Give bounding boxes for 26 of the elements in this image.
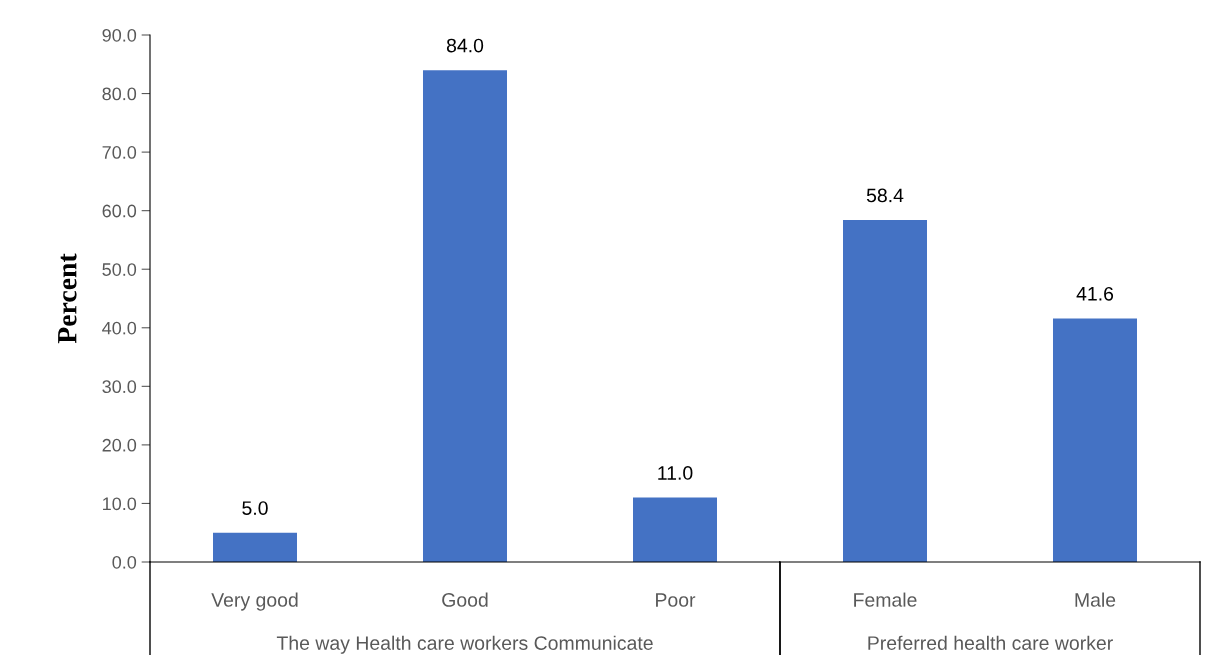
- y-tick-label: 10.0: [103, 497, 137, 511]
- bar: [423, 70, 507, 562]
- y-tick-label: 20.0: [102, 438, 137, 452]
- data-label: 84.0: [446, 38, 484, 53]
- y-tick-label: 90.0: [102, 28, 137, 42]
- y-tick-label: 60.0: [102, 204, 137, 218]
- x-tick-label: Female: [854, 592, 917, 607]
- y-tick-label: 0.0: [112, 555, 137, 569]
- y-axis-title: Percent: [58, 253, 77, 344]
- data-label: 5.0: [242, 501, 268, 515]
- bar: [213, 532, 297, 562]
- data-label: 41.6: [1076, 286, 1114, 301]
- bar: [633, 497, 717, 562]
- y-tick-label: 40.0: [102, 321, 137, 335]
- x-tick-label: Male: [1075, 592, 1116, 607]
- y-tick-label: 70.0: [102, 146, 137, 159]
- y-tick-label: 80.0: [102, 87, 137, 101]
- y-tick-label: 50.0: [102, 263, 137, 276]
- x-axis-title: The way Health care workers Communicate: [276, 635, 653, 654]
- x-tick-label: Poor: [656, 593, 696, 607]
- x-axis-title: Preferred health care worker: [868, 635, 1113, 650]
- data-label: 11.0: [658, 466, 693, 480]
- y-tick-label: 30.0: [102, 380, 137, 394]
- data-label: 58.4: [866, 188, 904, 203]
- x-tick-label: Good: [442, 592, 488, 607]
- x-tick-label: Very good: [211, 592, 298, 611]
